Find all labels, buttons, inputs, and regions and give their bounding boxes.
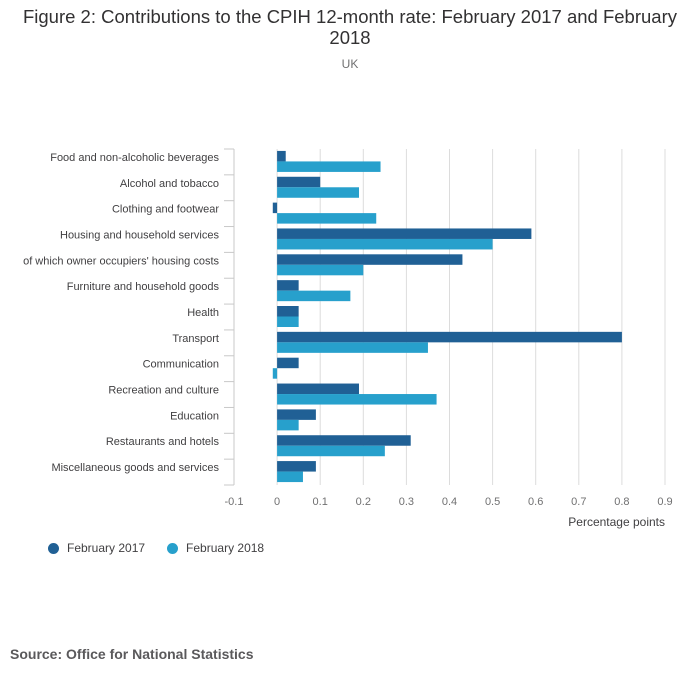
legend-label: February 2018 bbox=[186, 541, 265, 555]
legend-item-february-2018[interactable]: February 2018 bbox=[167, 541, 264, 555]
category-label: Food and non-alcoholic beverages bbox=[50, 152, 219, 164]
gridlines bbox=[224, 148, 666, 486]
category-label: of which owner occupiers' housing costs bbox=[23, 255, 219, 267]
category-label: Housing and household services bbox=[60, 229, 219, 241]
bar-february-2018[interactable] bbox=[277, 213, 377, 224]
x-tick-label: 0.9 bbox=[657, 496, 672, 508]
x-tick-label: 0.4 bbox=[442, 496, 457, 508]
bar-february-2018[interactable] bbox=[277, 187, 359, 198]
bar-february-2018[interactable] bbox=[277, 238, 493, 250]
legend-marker-icon bbox=[48, 542, 59, 554]
bar-february-2018[interactable] bbox=[277, 445, 385, 457]
bar-february-2017[interactable] bbox=[277, 357, 299, 369]
category-label: Education bbox=[170, 410, 219, 422]
x-tick-label: 0.8 bbox=[614, 496, 629, 508]
bar-february-2018[interactable] bbox=[277, 342, 428, 353]
legend-marker-icon bbox=[167, 542, 179, 554]
bar-february-2017[interactable] bbox=[277, 435, 411, 446]
x-tick-label: -0.1 bbox=[225, 496, 244, 508]
chart-subtitle: UK bbox=[341, 57, 359, 71]
bar-february-2018[interactable] bbox=[277, 264, 364, 276]
category-label: Recreation and culture bbox=[108, 385, 219, 397]
category-label: Furniture and household goods bbox=[67, 281, 220, 293]
category-label: Miscellaneous goods and services bbox=[51, 462, 219, 474]
legend-item-february-2017[interactable]: February 2017 bbox=[48, 541, 145, 555]
x-tick-label: 0.7 bbox=[571, 496, 586, 508]
bar-february-2018[interactable] bbox=[277, 161, 381, 172]
bar-february-2017[interactable] bbox=[277, 228, 532, 239]
bar-february-2017[interactable] bbox=[277, 280, 299, 291]
bar-february-2017[interactable] bbox=[277, 306, 299, 317]
bar-chart: Food and non-alcoholic beverages Alcohol … bbox=[23, 148, 673, 529]
category-label: Transport bbox=[172, 333, 219, 345]
bar-february-2018[interactable] bbox=[277, 419, 299, 431]
bar-february-2018[interactable] bbox=[277, 471, 303, 483]
category-label: Health bbox=[187, 307, 219, 319]
bar-february-2017[interactable] bbox=[272, 202, 278, 214]
source-note: Source: Office for National Statistics bbox=[10, 646, 254, 662]
bar-february-2018[interactable] bbox=[277, 316, 299, 328]
x-tick-label: 0.3 bbox=[399, 496, 414, 508]
legend: February 2017 February 2018 bbox=[48, 541, 286, 555]
bar-february-2017[interactable] bbox=[277, 176, 321, 188]
x-tick-label: 0 bbox=[274, 496, 280, 508]
bar-february-2017[interactable] bbox=[277, 461, 316, 472]
bar-february-2018[interactable] bbox=[272, 368, 278, 379]
bar-february-2017[interactable] bbox=[277, 383, 359, 395]
bar-february-2017[interactable] bbox=[277, 331, 622, 343]
category-labels: Food and non-alcoholic beverages Alcohol … bbox=[23, 152, 219, 474]
category-label: Clothing and footwear bbox=[112, 204, 219, 216]
x-axis-title: Percentage points bbox=[568, 515, 665, 529]
bar-february-2018[interactable] bbox=[277, 394, 437, 405]
category-label: Restaurants and hotels bbox=[106, 436, 220, 448]
legend-label: February 2017 bbox=[67, 541, 146, 555]
bar-february-2017[interactable] bbox=[277, 254, 463, 265]
bar-february-2018[interactable] bbox=[277, 290, 351, 302]
x-tick-labels: -0.1 0 0.1 0.2 0.3 0.4 0.5 0.6 0.7 0.8 0.9 bbox=[225, 496, 673, 508]
x-tick-label: 0.1 bbox=[313, 496, 328, 508]
bar-february-2017[interactable] bbox=[277, 150, 286, 162]
x-tick-label: 0.6 bbox=[528, 496, 543, 508]
x-tick-label: 0.2 bbox=[356, 496, 371, 508]
category-label: Communication bbox=[143, 359, 219, 371]
bars bbox=[272, 150, 622, 483]
bar-february-2017[interactable] bbox=[277, 409, 316, 420]
x-tick-label: 0.5 bbox=[485, 496, 500, 508]
category-label: Alcohol and tobacco bbox=[120, 178, 219, 190]
chart-title: Figure 2: Contributions to the CPIH 12-m… bbox=[22, 6, 677, 48]
